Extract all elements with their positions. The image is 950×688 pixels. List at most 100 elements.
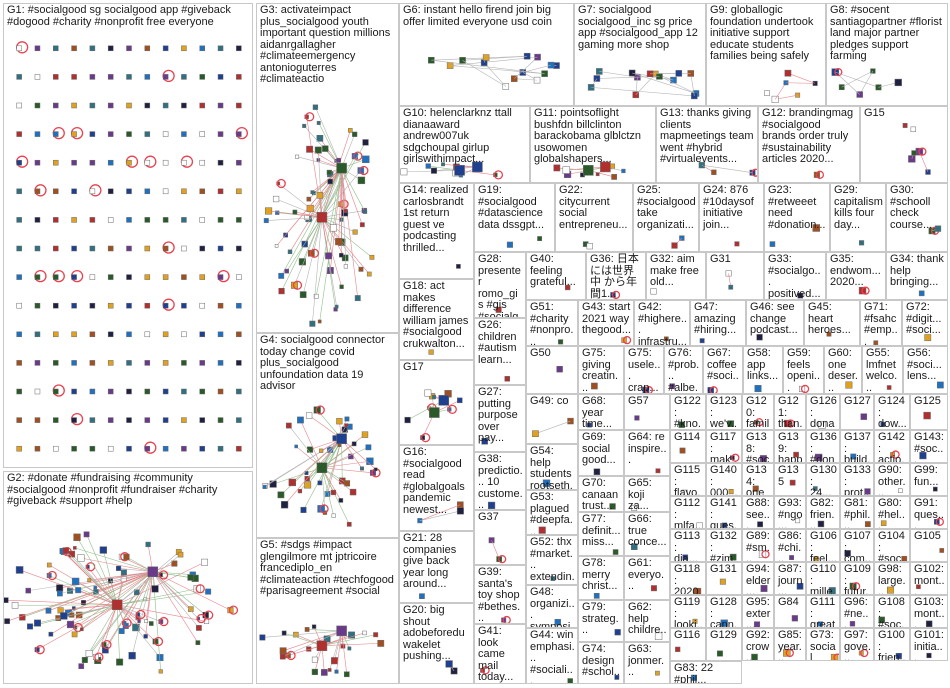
node: [99, 546, 107, 554]
self-loop: [833, 653, 839, 660]
cluster-network-g94: [760, 585, 768, 592]
cluster-g82: G82: frien... soci...: [806, 496, 840, 529]
node: [887, 586, 894, 594]
node: [16, 131, 22, 137]
edge: [321, 217, 356, 233]
cluster-network-g93: [795, 518, 801, 524]
cluster-network-g114: [679, 447, 686, 454]
node: [34, 45, 41, 52]
node: [334, 304, 339, 309]
edge: [774, 82, 787, 100]
node: [144, 360, 151, 366]
node: [107, 217, 114, 223]
node: [126, 45, 132, 52]
node: [181, 360, 187, 366]
node: [814, 453, 823, 462]
edge: [450, 65, 545, 74]
node: [306, 196, 312, 202]
node: [144, 245, 151, 252]
node: [107, 159, 114, 166]
node: [864, 521, 871, 527]
cluster-g46: G46: see change podcast...: [746, 300, 804, 346]
self-loop: [761, 550, 770, 559]
cluster-g63: G63: jonmer...: [624, 642, 670, 684]
cluster-g12: G12: brandingmag #socialgood brands orde…: [758, 106, 860, 183]
edge: [312, 217, 323, 324]
node: [236, 388, 242, 395]
edge: [7, 571, 153, 622]
node: [326, 169, 332, 175]
node: [537, 236, 543, 242]
edge: [336, 630, 342, 672]
cluster-network-g90: [898, 488, 903, 493]
cluster-g83: G83: 22 #phil...: [670, 661, 742, 684]
node: [34, 417, 41, 423]
cluster-g41: G41: look came mail today...: [474, 624, 526, 684]
edge: [311, 217, 323, 254]
node: [325, 252, 332, 260]
cluster-g51: G51: #charity #nonpro...: [526, 300, 578, 346]
edge: [283, 630, 342, 652]
node: [431, 394, 437, 400]
self-loop: [611, 290, 621, 299]
node: [177, 551, 184, 558]
node: [236, 302, 242, 309]
node: [264, 207, 273, 215]
node: [128, 652, 136, 660]
node: [120, 569, 127, 576]
edge: [785, 82, 816, 84]
node: [236, 45, 242, 52]
cluster-network-g15: [902, 123, 931, 175]
cluster-network-g67: [707, 386, 718, 393]
cluster-g101: G101: initia...: [910, 628, 948, 661]
node: [71, 388, 77, 395]
cluster-network-g57: [634, 415, 640, 421]
node: [34, 159, 41, 166]
node: [171, 560, 178, 567]
cluster-g21: G21: 28 companies give back year long ar…: [399, 531, 474, 603]
node: [425, 163, 431, 169]
cluster-g106: G106: feel...: [806, 529, 840, 562]
node: [71, 274, 77, 280]
hub-node: [336, 162, 347, 174]
cluster-network-g30: [928, 225, 942, 235]
node: [593, 75, 601, 82]
hub-node: [336, 433, 347, 444]
node: [181, 217, 187, 223]
node: [34, 302, 41, 309]
node: [162, 217, 169, 223]
node: [181, 74, 187, 80]
edge: [321, 467, 334, 516]
node: [671, 242, 678, 249]
edge: [321, 425, 347, 468]
cluster-network-g129: [716, 650, 723, 657]
cluster-g80: G80: #hel... dele...: [874, 496, 910, 529]
node: [19, 614, 26, 621]
node: [756, 334, 763, 341]
node: [162, 159, 169, 166]
node: [752, 485, 759, 492]
node: [126, 445, 132, 452]
cluster-network-g46: [756, 334, 763, 341]
self-loop: [153, 636, 164, 647]
edge: [75, 581, 118, 606]
node: [126, 302, 132, 309]
cluster-network-g110: [828, 587, 836, 594]
cluster-network-g58: [754, 385, 762, 393]
cluster-network-g81: [864, 521, 871, 527]
node: [89, 45, 96, 52]
cluster-network-g12: [813, 170, 825, 179]
node: [57, 590, 63, 597]
cluster-network-g53: [538, 526, 546, 534]
node: [4, 618, 10, 625]
node: [107, 45, 114, 52]
node: [459, 57, 466, 64]
node: [373, 467, 378, 472]
node: [335, 238, 343, 246]
cluster-g112: G112: mlfa...: [670, 496, 706, 529]
cluster-network-g62: [654, 632, 663, 640]
hub-node: [316, 212, 328, 223]
cluster-g37: G37: [474, 510, 526, 565]
node: [144, 102, 151, 109]
cluster-g73: G73: social #dona...: [806, 628, 840, 661]
